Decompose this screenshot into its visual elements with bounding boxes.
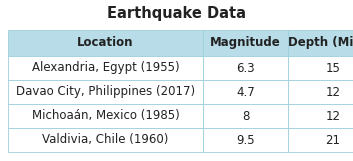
Text: 9.5: 9.5 — [236, 133, 255, 147]
Text: 6.3: 6.3 — [236, 62, 255, 75]
Text: Earthquake Data: Earthquake Data — [107, 6, 246, 21]
Text: 12: 12 — [325, 109, 341, 123]
Text: Davao City, Philippines (2017): Davao City, Philippines (2017) — [16, 85, 195, 99]
Text: 21: 21 — [325, 133, 341, 147]
Text: 8: 8 — [242, 109, 249, 123]
Text: Michoaán, Mexico (1985): Michoaán, Mexico (1985) — [32, 109, 179, 123]
Text: 4.7: 4.7 — [236, 85, 255, 99]
Text: Valdivia, Chile (1960): Valdivia, Chile (1960) — [42, 133, 169, 147]
Text: 12: 12 — [325, 85, 341, 99]
Text: Magnitude: Magnitude — [210, 37, 281, 49]
Text: Depth (Miles): Depth (Miles) — [288, 37, 353, 49]
Text: Location: Location — [77, 37, 134, 49]
Text: Alexandria, Egypt (1955): Alexandria, Egypt (1955) — [32, 62, 179, 75]
Text: 15: 15 — [325, 62, 340, 75]
